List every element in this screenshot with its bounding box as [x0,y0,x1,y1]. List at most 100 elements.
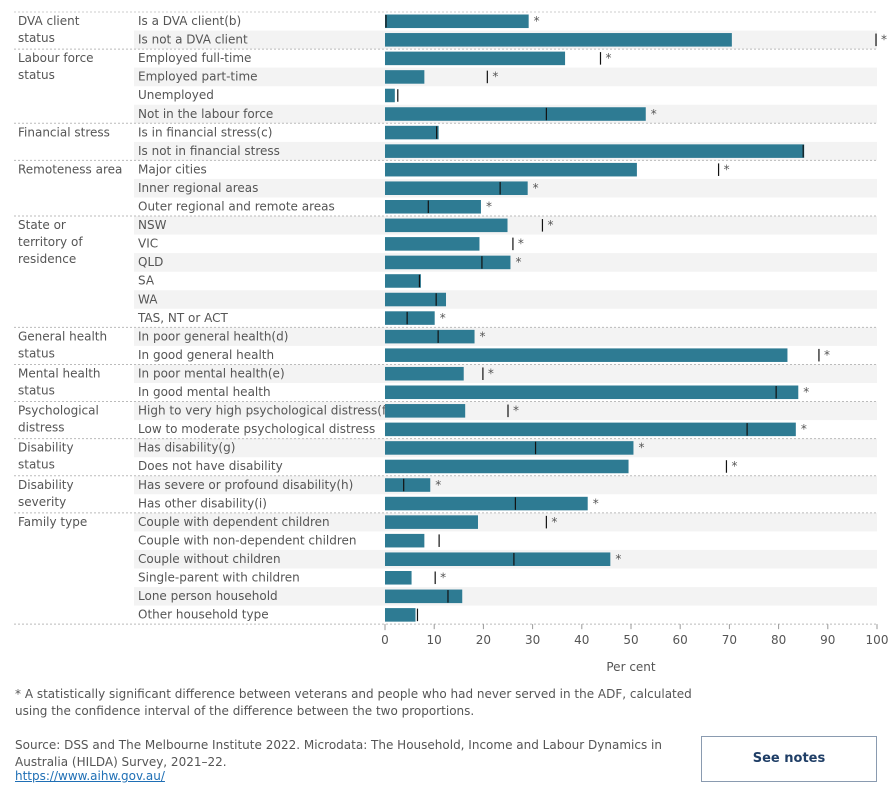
x-tick-label: 50 [623,633,638,647]
significance-asterisk: * [724,162,730,176]
row-label: High to very high psychological distress… [138,404,391,418]
group-label: Family type [18,515,87,529]
row-label: Has other disability(i) [138,496,267,510]
significance-asterisk: * [638,441,644,455]
group-label: DVA client status [18,14,80,45]
bar [385,200,481,214]
significance-asterisk: * [547,218,553,232]
significance-asterisk: * [881,33,887,47]
significance-asterisk: * [803,385,809,399]
row-label: VIC [138,237,158,251]
significance-asterisk: * [440,571,446,585]
x-tick-label: 30 [525,633,540,647]
row-label: Not in the labour force [138,107,273,121]
row-label: Couple with non-dependent children [138,533,357,547]
row-label: Inner regional areas [138,181,258,195]
row-label: SA [138,274,155,288]
significance-asterisk: * [824,348,830,362]
x-tick-label: 60 [673,633,688,647]
see-notes-button[interactable]: See notes [701,736,877,782]
bar [385,107,646,121]
significance-asterisk: * [605,51,611,65]
bar [385,366,464,381]
x-tick-label: 40 [574,633,589,647]
row-label: Employed full-time [138,51,251,65]
row-label: Couple without children [138,552,281,566]
bar [385,348,788,362]
significance-footnote: * A statistically significant difference… [15,687,692,718]
row-label: Outer regional and remote areas [138,200,335,214]
significance-asterisk: * [515,255,521,269]
bar [385,51,566,66]
group-label: Remoteness area [18,162,122,176]
row-band [134,67,877,87]
bar [385,496,588,511]
row-label: QLD [138,255,163,269]
group-label: State or territory of residence [18,218,83,266]
row-label: Lone person household [138,589,278,603]
group-label: Labour force status [18,51,94,82]
bar [385,478,431,492]
chart: DVA client status Labour force status Financ… [14,11,889,674]
row-band [134,512,877,532]
row-label: Is in financial stress(c) [138,125,272,139]
significance-asterisk: * [440,311,446,325]
source-link[interactable]: https://www.aihw.gov.au/ [15,769,165,783]
bar [385,218,508,233]
bar [385,385,799,400]
bar [385,181,528,195]
x-tick-label: 20 [476,633,491,647]
x-tick-label: 100 [866,633,889,647]
bar [385,70,425,84]
bar [385,311,435,325]
group-label: Disability status [18,441,74,472]
row-label: In good mental health [138,385,271,399]
row-label: TAS, NT or ACT [137,311,228,325]
row-label: Major cities [138,162,207,176]
row-label: Does not have disability [138,459,283,473]
bar [385,515,478,529]
row-label: Is not a DVA client [138,33,248,47]
row-label: Is a DVA client(b) [138,14,241,28]
row-label: Unemployed [138,88,214,102]
bar [385,329,475,344]
bar [385,441,634,455]
bar [385,608,416,622]
x-axis-title: Per cent [606,660,656,674]
significance-asterisk: * [513,404,519,418]
significance-asterisk: * [651,107,657,121]
bar [385,14,529,29]
significance-asterisk: * [492,70,498,84]
row-label: Employed part-time [138,70,258,84]
x-tick-label: 0 [381,633,389,647]
bar [385,589,463,604]
row-band [134,290,877,309]
bar [385,125,439,140]
row-label: In poor mental health(e) [138,366,285,380]
group-label: Financial stress [18,125,110,139]
significance-asterisk: * [488,366,494,380]
source-note: Source: DSS and The Melbourne Institute … [15,738,662,769]
bar [385,274,421,288]
row-label: WA [138,292,158,306]
row-band [134,327,877,346]
group-label: General health status [18,329,107,360]
row-band [134,587,877,606]
bar [385,33,732,47]
significance-asterisk: * [551,515,557,529]
row-label: Other household type [138,608,269,622]
row-band [134,401,877,421]
row-label: NSW [138,218,167,232]
x-tick-label: 70 [722,633,737,647]
row-band [134,475,877,495]
row-label: Single-parent with children [138,571,300,585]
group-label: Psychological distress [18,404,99,435]
row-label: Couple with dependent children [138,515,330,529]
significance-asterisk: * [518,237,524,251]
row-label: Has disability(g) [138,441,235,455]
bar [385,422,796,437]
bar [385,144,805,158]
bar [385,533,425,548]
significance-asterisk: * [731,459,737,473]
row-label: Has severe or profound disability(h) [138,478,353,492]
